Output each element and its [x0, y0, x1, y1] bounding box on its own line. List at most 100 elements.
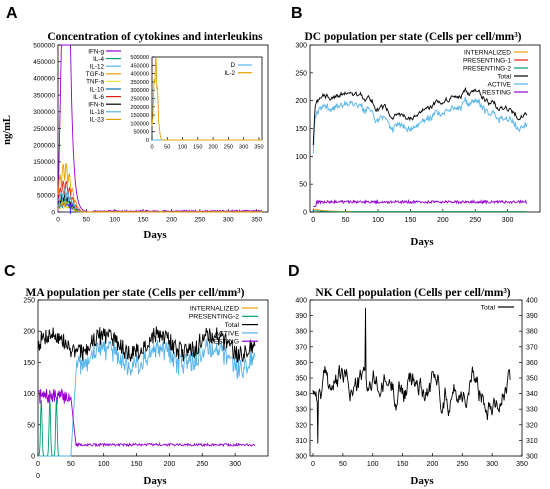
x-axis-label: Days — [410, 475, 434, 487]
y-tick-label: 200 — [295, 98, 307, 105]
inset-series-line — [151, 57, 262, 141]
y-tick-label: 300 — [295, 453, 307, 460]
y-tick-label: 350000 — [33, 92, 55, 99]
x-tick-label: 200 — [166, 217, 177, 224]
x-tick-label: 250 — [224, 145, 233, 151]
legend-label: IL-18 — [90, 109, 105, 116]
series-line-presenting-2 — [313, 209, 527, 213]
axes-frame — [309, 299, 523, 457]
y-tick-label: 310 — [295, 438, 307, 445]
legend-label: RESTING — [482, 89, 511, 96]
legend-label: Total — [497, 73, 511, 80]
legend-label: PRESENTING-2 — [189, 314, 239, 321]
x-axis-label: Days — [143, 475, 167, 487]
panel-label: A — [6, 5, 18, 22]
legend-label: Total — [481, 304, 496, 311]
series-line-presenting-2 — [38, 399, 45, 457]
legend-label: IFN-g — [88, 48, 104, 55]
series-line-total — [37, 326, 256, 363]
y2-tick-label: 390 — [526, 313, 538, 320]
legend-label: PRESENTING-1 — [463, 57, 511, 64]
x-tick-label: 200 — [164, 461, 176, 468]
legend-label: RESTING — [209, 339, 239, 346]
y-tick-label: 0 — [303, 209, 307, 216]
x-tick-label: 250 — [196, 461, 208, 468]
y-tick-label: 0 — [51, 209, 55, 216]
x-tick-label: 0 — [150, 145, 153, 151]
y-tick-label: 100 — [23, 391, 35, 398]
y-tick-label: 50000 — [37, 193, 55, 200]
series-line-total — [312, 86, 528, 146]
x-tick-label: 350 — [516, 461, 528, 468]
panel-b: B DC population per state (Cells per cel… — [291, 5, 541, 248]
legend-label: INTERNALIZED — [190, 305, 239, 312]
y-tick-label: 380 — [295, 329, 307, 336]
inset-plot: 0 50 100 150 200 250 300 350 0 50000 100000 150000 2… — [130, 55, 263, 151]
plot-area: 0 50 100 150 200 250 300 0 50 100 150 200 250 300 INTE… — [295, 42, 541, 224]
y-tick-label: 50 — [299, 182, 307, 189]
series-line-resting — [37, 388, 256, 448]
x-tick-label: 150 — [193, 145, 202, 151]
x-tick-label: 0 — [311, 217, 315, 224]
chart-title: DC population per state (Cells per cell/… — [304, 31, 521, 43]
y-tick-label: 100000 — [33, 176, 55, 183]
x-tick-label: 100 — [367, 461, 379, 468]
series-line-total — [312, 307, 511, 444]
y-tick-label: 450000 — [33, 59, 55, 66]
y2-tick-label: 330 — [526, 407, 538, 414]
y-tick-label: 200000 — [130, 105, 149, 111]
panel-d: D NK Cell population (Cells per cell/mm³… — [288, 263, 538, 487]
legend-label: D — [231, 62, 236, 69]
x-tick-label: 150 — [138, 217, 149, 224]
legend-label: IFN-b — [88, 102, 104, 109]
x-tick-label: 300 — [229, 461, 241, 468]
axes-frame — [151, 56, 263, 141]
y2-tick-label: 370 — [526, 344, 538, 351]
x-tick-label: 350 — [251, 217, 262, 224]
panel-label: B — [291, 5, 303, 22]
x-tick-label: 0 — [36, 473, 40, 480]
y-tick-label: 300000 — [130, 88, 149, 94]
panel-a: A Concentration of cytokines and interle… — [2, 5, 269, 241]
y-tick-label: 150000 — [33, 159, 55, 166]
x-tick-label: 100 — [178, 145, 187, 151]
y-tick-label: 250000 — [130, 96, 149, 102]
x-tick-label: 200 — [208, 145, 217, 151]
legend-label: IL-6 — [93, 94, 104, 101]
y2-tick-label: 380 — [526, 329, 538, 336]
panel-label: C — [4, 263, 16, 280]
legend-label: TGF-b — [86, 71, 105, 78]
x-tick-label: 150 — [397, 461, 409, 468]
legend-label: IL-2 — [224, 70, 235, 77]
legend-label: ACTIVE — [214, 330, 239, 337]
y2-tick-label: 350 — [526, 375, 538, 382]
x-tick-label: 0 — [311, 461, 315, 468]
y-tick-label: 50 — [27, 422, 35, 429]
y-tick-label: 370 — [295, 344, 307, 351]
legend-label: INTERNALIZED — [464, 49, 511, 56]
y-tick-label: 100 — [295, 154, 307, 161]
y-tick-label: 340 — [295, 391, 307, 398]
y-tick-label: 500000 — [33, 42, 55, 49]
x-tick-label: 100 — [109, 217, 120, 224]
x-tick-label: 300 — [223, 217, 234, 224]
legend-label: IL-12 — [90, 64, 105, 71]
legend-label: PRESENTING-2 — [463, 65, 511, 72]
y-tick-label: 400000 — [33, 76, 55, 83]
axes-frame — [309, 44, 541, 213]
x-tick-label: 50 — [83, 217, 91, 224]
legend-label: TNF-a — [86, 79, 104, 86]
x-tick-label: 300 — [502, 217, 514, 224]
x-tick-label: 100 — [98, 461, 110, 468]
x-tick-label: 50 — [339, 461, 347, 468]
panel-label: D — [288, 263, 300, 280]
y-tick-label: 400 — [295, 297, 307, 304]
y2-tick-label: 300 — [526, 453, 538, 460]
legend-label: ACTIVE — [488, 81, 512, 88]
x-tick-label: 50 — [342, 217, 350, 224]
legend-label: IL-10 — [90, 86, 105, 93]
series-line-presenting-2 — [46, 399, 54, 457]
series-line-active — [312, 97, 528, 154]
y-tick-label: 350 — [295, 375, 307, 382]
